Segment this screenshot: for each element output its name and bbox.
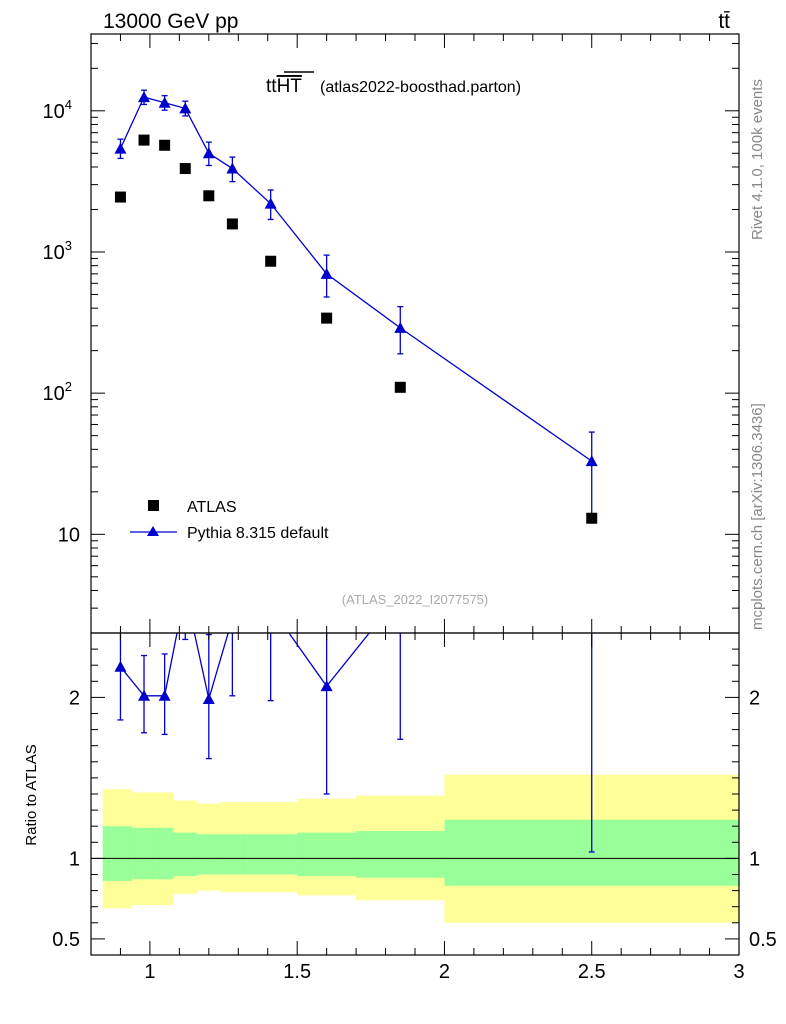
y-tick-label: 102 — [43, 379, 72, 405]
x-tick-label: 1 — [144, 961, 155, 983]
plot-title-overline: HT — [277, 76, 303, 97]
ratio-pythia-point — [179, 585, 191, 596]
ratio-pythia-point — [586, 604, 598, 615]
ratio-pythia-point — [202, 693, 215, 705]
ratio-y-tick-label-left: 2 — [69, 687, 80, 709]
atlas-point — [159, 139, 171, 151]
ratio-band-green — [132, 827, 156, 880]
ratio-band-green — [247, 834, 298, 875]
plot-title: ttHT — [266, 76, 302, 97]
main-panel: 10102103104105 ttHT (atlas2022-boosthad.… — [43, 33, 740, 634]
y-tick-label: 104 — [43, 97, 72, 123]
pythia-point — [394, 321, 407, 333]
ratio-band-green — [173, 832, 198, 877]
pythia-point — [226, 162, 239, 174]
ratio-y-tick-label-right: 2 — [749, 687, 760, 709]
plot-title-main: tt — [266, 76, 277, 97]
x-tick-label: 2 — [439, 961, 450, 983]
atlas-point — [114, 191, 126, 203]
ratio-band-green — [155, 827, 174, 880]
atlas-point — [138, 134, 150, 146]
ratio-y-ticks: 0.5 0.5 1 1 2 2 — [52, 632, 777, 951]
ratio-y-tick-label-left: 0.5 — [52, 929, 80, 951]
ratio-band-green — [220, 834, 248, 875]
legend: ATLAS Pythia 8.315 default — [130, 499, 329, 542]
pythia-point — [138, 91, 151, 103]
analysis-id: (ATLAS_2022_I2077575) — [342, 592, 488, 607]
ratio-band-green — [102, 826, 133, 881]
ratio-pythia-point — [158, 689, 171, 701]
ratio-band-green — [297, 832, 357, 877]
mcplots-label: mcplots.cern.ch [arXiv:1306.3436] — [749, 403, 766, 630]
ratio-band-green — [197, 834, 221, 875]
legend-atlas-label: ATLAS — [187, 499, 237, 516]
pythia-point — [264, 197, 277, 209]
pythia-line — [119, 96, 593, 462]
legend-pythia-marker — [147, 526, 159, 536]
process-label: tt̄ — [718, 10, 730, 33]
atlas-point — [586, 512, 598, 524]
atlas-point — [321, 312, 333, 324]
ratio-pythia-point — [138, 689, 151, 701]
atlas-point — [394, 381, 406, 393]
pythia-point — [158, 96, 171, 108]
energy-label: 13000 GeV pp — [103, 10, 238, 33]
pythia-point — [320, 267, 333, 279]
pythia-point — [114, 142, 127, 154]
plot-subtitle: (atlas2022-boosthad.parton) — [320, 79, 521, 96]
main-plot-frame — [90, 33, 740, 634]
main-data-marks — [114, 89, 598, 524]
ratio-band-green — [356, 831, 445, 878]
y-tick-label: 103 — [43, 238, 72, 264]
x-tick-label: 1.5 — [283, 961, 311, 983]
ratio-pythia-line — [119, 633, 371, 700]
atlas-point — [226, 218, 238, 230]
ratio-pythia-point — [265, 601, 277, 612]
ratio-data-marks — [114, 585, 598, 853]
ratio-pythia-point — [114, 660, 127, 672]
ratio-y-tick-label-left: 1 — [69, 848, 80, 870]
y-tick-label: 10 — [58, 524, 80, 546]
legend-atlas-marker — [148, 500, 159, 511]
pythia-point — [585, 455, 598, 467]
pythia-point — [179, 102, 192, 114]
ratio-pythia-point — [320, 680, 333, 692]
atlas-point — [179, 163, 191, 175]
main-x-ticks — [90, 34, 740, 633]
main-y-ticks: 10102103104105 — [43, 42, 739, 634]
ratio-bands — [102, 774, 739, 923]
ratio-y-tick-label-right: 1 — [749, 848, 760, 870]
rivet-version-label: Rivet 4.1.0, 100k events — [749, 79, 766, 240]
atlas-point — [203, 190, 215, 202]
legend-pythia-label: Pythia 8.315 default — [187, 525, 329, 542]
pythia-point — [202, 147, 215, 159]
ratio-x-ticks: 1 1.5 2 2.5 3 — [90, 633, 745, 983]
ratio-pythia-point — [226, 613, 238, 624]
x-tick-label: 2.5 — [578, 961, 606, 983]
atlas-point — [265, 255, 277, 267]
ratio-panel: 0.5 0.5 1 1 2 2 1 1.5 2 2.5 3 Ratio to ATLAS — [23, 585, 777, 983]
x-tick-label: 3 — [733, 961, 744, 983]
ratio-y-tick-label-right: 0.5 — [749, 929, 777, 951]
ratio-ylabel: Ratio to ATLAS — [23, 744, 40, 845]
